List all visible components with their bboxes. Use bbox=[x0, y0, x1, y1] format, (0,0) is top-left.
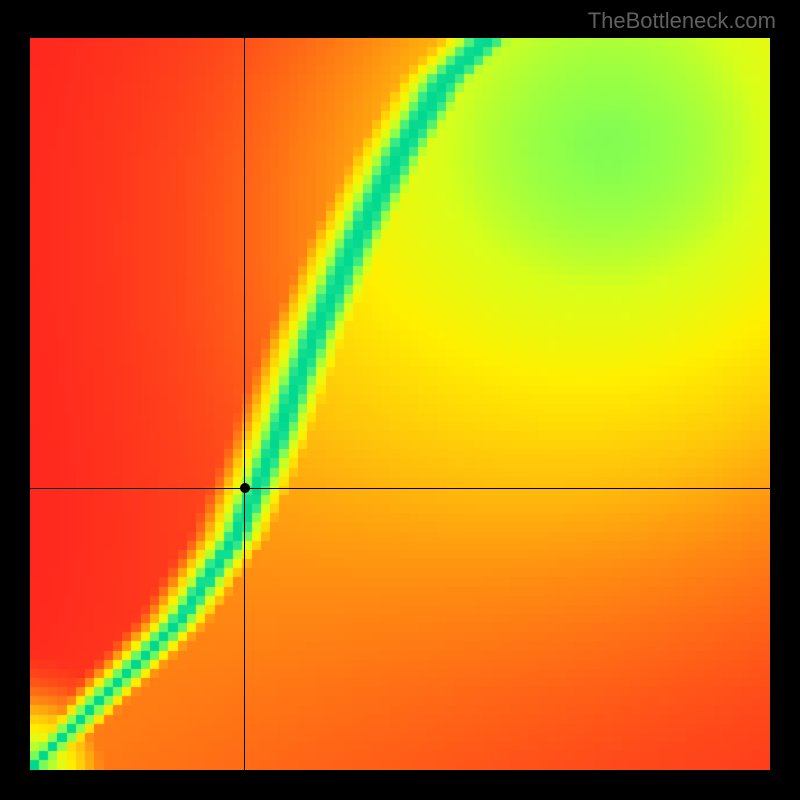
crosshair-vertical bbox=[244, 38, 245, 770]
watermark-text: TheBottleneck.com bbox=[588, 8, 776, 34]
heatmap-canvas bbox=[30, 38, 770, 770]
crosshair-horizontal bbox=[30, 488, 770, 489]
chart-container: { "watermark": { "text": "TheBottleneck.… bbox=[0, 0, 800, 800]
crosshair-marker bbox=[240, 483, 250, 493]
heatmap-plot-area bbox=[30, 38, 770, 770]
